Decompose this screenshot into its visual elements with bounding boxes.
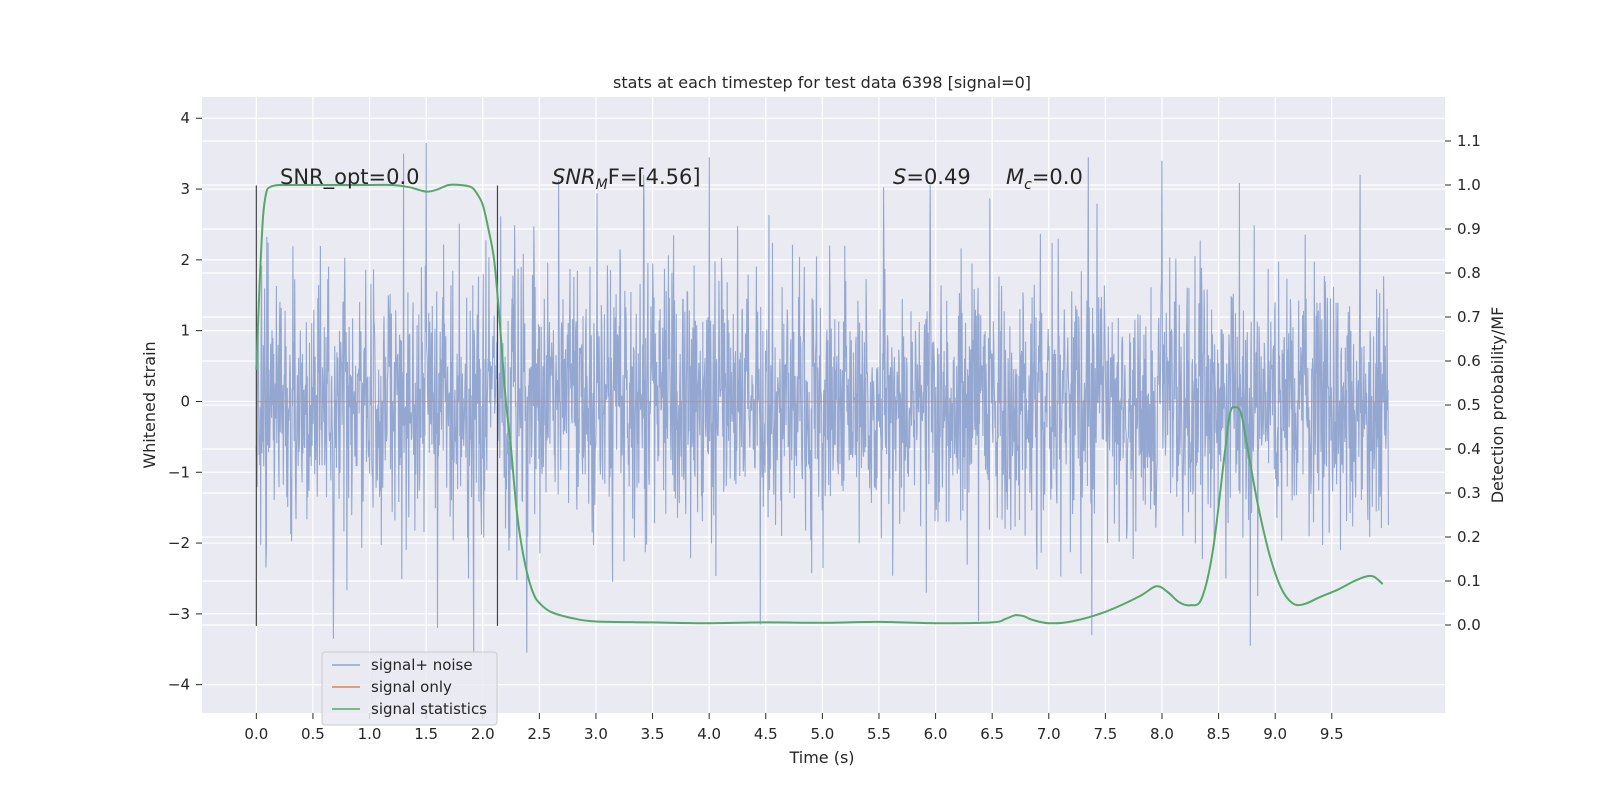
x-tick-label: 9.5 xyxy=(1320,725,1344,743)
annotation-mc: Mc=0.0 xyxy=(1006,165,1083,193)
annotation-mc-subscript: c xyxy=(1024,177,1032,193)
x-tick-label: 1.0 xyxy=(358,725,382,743)
x-tick-label: 0.0 xyxy=(244,725,268,743)
legend-label-signal-noise: signal+ noise xyxy=(371,656,473,674)
legend: signal+ noise signal only signal statist… xyxy=(321,651,498,726)
annotation-s-value: =0.49 xyxy=(906,165,970,189)
right-tick-label: 0.2 xyxy=(1457,528,1481,546)
x-tick-label: 8.5 xyxy=(1207,725,1231,743)
x-tick-label: 3.5 xyxy=(641,725,665,743)
right-tick-label: 0.8 xyxy=(1457,264,1481,282)
legend-label-signal-only: signal only xyxy=(371,678,452,696)
left-tick-label: 2 xyxy=(180,251,190,269)
x-tick-label: 0.5 xyxy=(301,725,325,743)
annotation-snr-mf-subscript: M xyxy=(596,177,608,193)
left-tick-label: 4 xyxy=(180,109,190,127)
left-tick-label: −1 xyxy=(168,463,190,481)
right-tick-label: 0.5 xyxy=(1457,396,1481,414)
x-tick-label: 6.5 xyxy=(980,725,1004,743)
left-axis-ticks: 4 3 2 1 0 −1 −2 −3 −4 xyxy=(168,109,202,694)
right-axis-ticks: 1.1 1.0 0.9 0.8 0.7 0.6 0.5 0.4 0.3 0.2 0.1 0.0 xyxy=(1445,132,1481,634)
x-tick-label: 1.5 xyxy=(414,725,438,743)
left-tick-label: −4 xyxy=(168,676,190,694)
right-tick-label: 0.9 xyxy=(1457,220,1481,238)
annotation-snr-mf-value: F=[4.56] xyxy=(608,165,701,189)
x-tick-label: 8.0 xyxy=(1150,725,1174,743)
series-signal-statistics-line xyxy=(255,183,1384,625)
x-axis-label: Time (s) xyxy=(788,748,854,767)
right-tick-label: 0.4 xyxy=(1457,440,1481,458)
left-tick-label: 1 xyxy=(180,322,190,340)
x-tick-label: 6.0 xyxy=(924,725,948,743)
x-tick-label: 2.0 xyxy=(471,725,495,743)
annotation-s-symbol: S xyxy=(893,165,906,189)
right-tick-label: 1.1 xyxy=(1457,132,1481,150)
x-tick-label: 7.5 xyxy=(1093,725,1117,743)
annotation-mc-symbol: M xyxy=(1006,165,1024,189)
x-tick-label: 4.5 xyxy=(754,725,778,743)
x-tick-label: 3.0 xyxy=(584,725,608,743)
right-tick-label: 0.7 xyxy=(1457,308,1481,326)
right-tick-label: 0.1 xyxy=(1457,572,1481,590)
x-tick-label: 7.0 xyxy=(1037,725,1061,743)
annotation-mc-value: =0.0 xyxy=(1032,165,1083,189)
chart-title: stats at each timestep for test data 639… xyxy=(613,73,1031,92)
right-tick-label: 0.3 xyxy=(1457,484,1481,502)
legend-box xyxy=(321,651,498,726)
annotation-snr-mf: SNRMF=[4.56] xyxy=(552,165,701,193)
plot-content xyxy=(255,142,1389,657)
annotation-snr-mf-symbol: SNR xyxy=(552,165,596,189)
left-tick-label: 3 xyxy=(180,180,190,198)
right-tick-label: 0.0 xyxy=(1457,616,1481,634)
x-tick-label: 4.0 xyxy=(697,725,721,743)
left-tick-label: 0 xyxy=(180,392,190,410)
right-tick-label: 0.6 xyxy=(1457,352,1481,370)
left-axis-label: Whitened strain xyxy=(140,341,159,468)
left-tick-label: −3 xyxy=(168,605,190,623)
x-tick-label: 9.0 xyxy=(1263,725,1287,743)
left-tick-label: −2 xyxy=(168,534,190,552)
right-axis-label: Detection probability/MF xyxy=(1488,307,1507,504)
x-tick-label: 2.5 xyxy=(527,725,551,743)
right-tick-label: 1.0 xyxy=(1457,176,1481,194)
x-tick-label: 5.5 xyxy=(867,725,891,743)
x-axis-ticks: 0.0 0.5 1.0 1.5 2.0 2.5 3.0 3.5 4.0 4.5 5.0 5.5 6.0 6… xyxy=(244,713,1344,743)
x-tick-label: 5.0 xyxy=(810,725,834,743)
series-signal-noise-line xyxy=(255,142,1389,657)
legend-label-signal-statistics: signal statistics xyxy=(371,700,487,718)
annotation-s: S=0.49 xyxy=(893,165,971,189)
annotation-snr-opt: SNR_opt=0.0 xyxy=(280,165,420,190)
